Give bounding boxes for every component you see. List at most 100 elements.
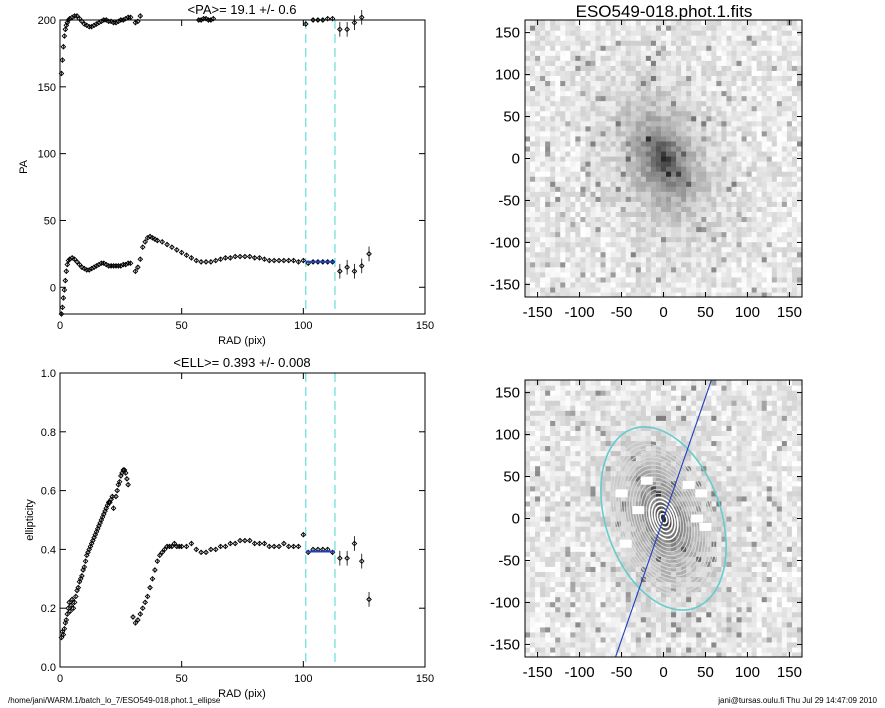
img1-pixel [585, 150, 592, 157]
img1-pixel [716, 30, 723, 36]
img1-pixel [630, 100, 637, 107]
img2-pixel [535, 415, 541, 421]
img2-pixel [555, 571, 561, 578]
img1-pixel [721, 271, 728, 278]
pa-point [159, 238, 166, 245]
img2-pixel [540, 616, 546, 623]
img1-pixel [701, 140, 707, 147]
img1-pixel [726, 45, 733, 51]
img1-pixel [761, 100, 768, 107]
img1-pixel [550, 115, 556, 122]
img2-pixel [530, 616, 536, 623]
img1-pixel [555, 140, 561, 147]
img1-pixel [660, 85, 667, 92]
img1-pixel [565, 75, 571, 82]
ell-point [74, 587, 80, 594]
img2-pixel [575, 390, 581, 396]
img1-pixel [736, 221, 743, 228]
img2-pixel [555, 601, 561, 608]
img1-pixel [771, 256, 778, 263]
img1-pixel [565, 246, 571, 253]
img1-pixel [585, 85, 592, 92]
img1-pixel [696, 216, 702, 223]
img2-pixel [585, 410, 592, 416]
img1-pixel [545, 171, 551, 177]
img1-pixel [746, 60, 753, 66]
img1-pixel [635, 80, 642, 87]
img2-pixel [595, 410, 602, 416]
img1-pixel [650, 20, 657, 26]
img1-pixel [756, 20, 763, 26]
img2-pixel [545, 556, 551, 562]
img1-pixel [746, 226, 753, 233]
img1-pixel [560, 206, 566, 212]
img1-pixel [676, 155, 682, 162]
img1-pixel [575, 60, 581, 66]
img1-pixel [671, 100, 677, 107]
img1-pixel [691, 20, 697, 26]
img1-pixel [691, 150, 697, 157]
img1-pixel [560, 276, 566, 283]
img1-pixel [555, 271, 561, 278]
img2-pixel [550, 510, 556, 517]
img1-pixel [525, 266, 531, 273]
img1-pixel [716, 211, 723, 218]
img1-pixel [535, 211, 541, 218]
img2-pixel [635, 435, 642, 442]
img1-pixel [711, 115, 717, 122]
img1-pixel [650, 286, 657, 293]
img1-pixel [550, 241, 556, 248]
img2-pixel [530, 601, 536, 608]
img1-pixel [640, 201, 647, 207]
img1-pixel [650, 161, 657, 167]
img1-pixel [726, 25, 733, 31]
img1-pixel [620, 100, 627, 107]
img1-ytick-label: 50 [503, 109, 520, 126]
img1-pixel [736, 256, 743, 263]
img1-pixel [786, 186, 793, 192]
img1-pixel [771, 276, 778, 283]
img1-pixel [620, 70, 627, 76]
img1-pixel [666, 145, 672, 152]
img1-pixel [676, 145, 682, 152]
img1-pixel [540, 105, 546, 112]
img1-pixel [605, 95, 612, 102]
img2-pixel [595, 480, 602, 487]
img1-pixel [746, 140, 753, 147]
img1-pixel [540, 186, 546, 192]
img1-pixel [560, 75, 566, 82]
img1-pixel [766, 105, 773, 112]
img1-pixel [701, 176, 707, 182]
img2-pixel [570, 445, 576, 452]
img1-pixel [615, 171, 622, 177]
img1-pixel [741, 85, 748, 92]
img2-pixel [645, 631, 652, 638]
img1-pixel [625, 55, 632, 61]
img1-pixel [535, 251, 541, 258]
img2-pixel [610, 435, 617, 442]
img1-pixel [605, 241, 612, 248]
img2-pixel [525, 601, 531, 608]
img1-pixel [771, 241, 778, 248]
img2-pixel [585, 510, 592, 517]
img1-pixel [570, 35, 576, 41]
img1-pixel [560, 80, 566, 87]
pa-x-ticks: 0 50 100 150 [57, 20, 434, 332]
img2-pixel [605, 415, 612, 421]
img1-pixel [736, 150, 743, 157]
img1-pixel [660, 266, 667, 273]
img2-pixel [565, 405, 571, 411]
img1-pixel [640, 211, 647, 218]
img1-pixel [671, 286, 677, 293]
img2-pixel [560, 425, 566, 431]
img1-pixel [575, 55, 581, 61]
img1-pixel [796, 166, 802, 172]
img2-pixel [590, 626, 597, 633]
img1-pixel [650, 206, 657, 212]
img1-pixel [615, 266, 622, 273]
img1-pixel [676, 176, 682, 182]
img1-pixel [706, 201, 712, 207]
img1-pixel [530, 196, 536, 202]
img2-pixel [595, 521, 602, 527]
